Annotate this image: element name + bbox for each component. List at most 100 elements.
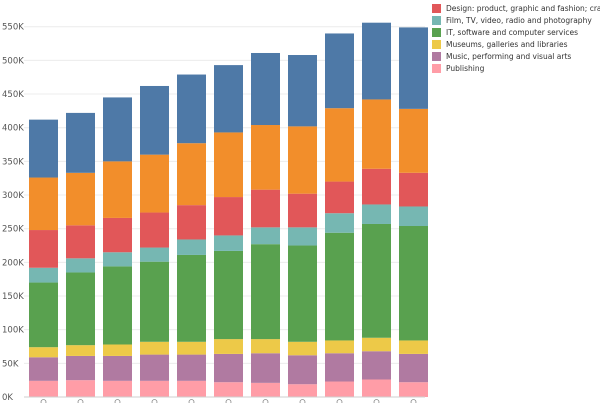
bar-segment[interactable] (177, 143, 206, 206)
bar-segment[interactable] (251, 339, 280, 354)
legend-item[interactable]: Design: product, graphic and fashion; cr… (432, 2, 600, 14)
bar-segment[interactable] (140, 247, 169, 262)
bar-segment[interactable] (66, 345, 95, 356)
bar-segment[interactable] (251, 227, 280, 245)
legend-item[interactable]: Music, performing and visual arts (432, 50, 600, 62)
legend-item[interactable]: IT, software and computer services (432, 26, 600, 38)
bar-segment[interactable] (399, 172, 428, 207)
bar-segment[interactable] (66, 258, 95, 273)
bar-segment[interactable] (288, 193, 317, 228)
bar-segment[interactable] (362, 22, 391, 100)
bar-segment[interactable] (251, 382, 280, 397)
bar-segment[interactable] (399, 27, 428, 109)
bar-segment[interactable] (214, 65, 243, 133)
bar-segment[interactable] (103, 266, 132, 345)
bar-segment[interactable] (177, 341, 206, 355)
bar-segment[interactable] (214, 197, 243, 236)
bar-segment[interactable] (214, 353, 243, 383)
bar-segment[interactable] (140, 341, 169, 355)
legend-swatch (432, 15, 441, 25)
bar-segment[interactable] (103, 217, 132, 253)
bar-segment[interactable] (214, 339, 243, 354)
bar-segment[interactable] (29, 282, 58, 348)
bar-segment[interactable] (362, 168, 391, 205)
bar-segment[interactable] (29, 119, 58, 178)
bar-segment[interactable] (66, 380, 95, 397)
bar-segment[interactable] (29, 357, 58, 381)
bar-segment[interactable] (399, 206, 428, 227)
bar-segment[interactable] (29, 347, 58, 358)
bar-segment[interactable] (29, 177, 58, 231)
bar-segment[interactable] (325, 381, 354, 397)
bar-segment[interactable] (251, 125, 280, 190)
y-tick-label: 200K (2, 258, 24, 268)
bar-segment[interactable] (177, 354, 206, 381)
bar-segment[interactable] (140, 212, 169, 248)
bar-segment[interactable] (288, 355, 317, 385)
bar-segment[interactable] (399, 353, 428, 383)
bar-segment[interactable] (288, 384, 317, 397)
bar-segment[interactable] (325, 33, 354, 109)
bar-segment[interactable] (399, 226, 428, 341)
bar-segment[interactable] (362, 223, 391, 338)
bar-segment[interactable] (251, 52, 280, 126)
y-tick-label: 350K (2, 157, 24, 167)
bar-segment[interactable] (66, 225, 95, 259)
bar-segment[interactable] (399, 382, 428, 397)
bar-segment[interactable] (29, 380, 58, 397)
bar-segment[interactable] (66, 172, 95, 226)
bar-segment[interactable] (399, 108, 428, 173)
bar-segment[interactable] (140, 261, 169, 342)
bar-segment[interactable] (140, 154, 169, 213)
x-tick-label (188, 399, 195, 403)
bar-segment[interactable] (66, 112, 95, 173)
bar-segment[interactable] (103, 344, 132, 356)
bar-segment[interactable] (399, 340, 428, 354)
bar-segment[interactable] (214, 235, 243, 251)
bar-segment[interactable] (251, 353, 280, 383)
bar-segment[interactable] (103, 252, 132, 267)
y-tick-label: 400K (2, 124, 24, 134)
bar-segment[interactable] (66, 355, 95, 381)
bar-segment[interactable] (103, 380, 132, 397)
bar-segment[interactable] (177, 205, 206, 240)
bar-segment[interactable] (325, 340, 354, 354)
bar-segment[interactable] (362, 337, 391, 352)
bar-segment[interactable] (325, 108, 354, 182)
bar-segment[interactable] (288, 126, 317, 194)
bar-segment[interactable] (214, 132, 243, 198)
bar-segment[interactable] (103, 97, 132, 162)
bar-segment[interactable] (362, 99, 391, 169)
bar-segment[interactable] (251, 189, 280, 228)
bar-segment[interactable] (288, 245, 317, 342)
bar-segment[interactable] (288, 227, 317, 246)
bar-segment[interactable] (325, 213, 354, 233)
bar-segment[interactable] (214, 250, 243, 340)
bar-segment[interactable] (140, 85, 169, 155)
bar-segment[interactable] (325, 181, 354, 214)
bar-segment[interactable] (177, 74, 206, 144)
bar-segment[interactable] (362, 351, 391, 380)
bar-segment[interactable] (251, 244, 280, 340)
legend-item[interactable]: Film, TV, video, radio and photography (432, 14, 600, 26)
bar-segment[interactable] (177, 380, 206, 397)
bar-segment[interactable] (140, 380, 169, 397)
bar-segment[interactable] (140, 354, 169, 381)
bar-segment[interactable] (29, 230, 58, 268)
bar-segment[interactable] (177, 239, 206, 255)
bar-segment[interactable] (362, 204, 391, 224)
bar-segment[interactable] (288, 55, 317, 127)
bar-segment[interactable] (325, 232, 354, 341)
bar-segment[interactable] (362, 379, 391, 397)
bar-segment[interactable] (214, 382, 243, 397)
bar-segment[interactable] (177, 254, 206, 342)
legend-item[interactable]: Publishing (432, 62, 600, 74)
bar-segment[interactable] (103, 355, 132, 381)
bar-segment[interactable] (103, 161, 132, 218)
legend-item[interactable]: Museums, galleries and libraries (432, 38, 600, 50)
bar-segment[interactable] (288, 341, 317, 356)
bar-segment[interactable] (66, 272, 95, 346)
bar-segment[interactable] (325, 353, 354, 382)
bar-segment[interactable] (29, 267, 58, 283)
